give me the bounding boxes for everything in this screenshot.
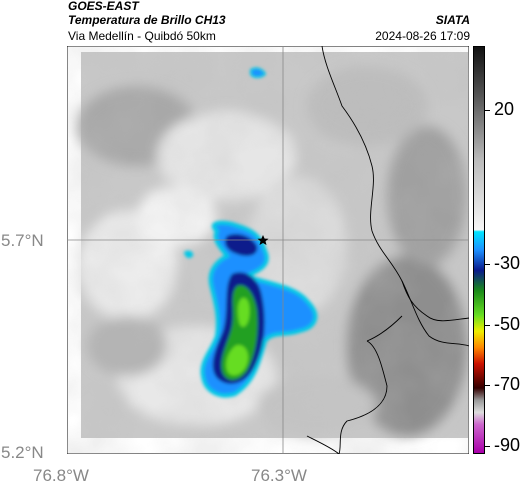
colorbar-label-minus50: -50 <box>494 314 521 334</box>
star-icon[interactable] <box>257 235 269 245</box>
colorbar-tick <box>485 110 490 111</box>
lon-label-76-8: 76.8°W <box>33 466 89 485</box>
lat-label-5-2: 5.2°N <box>1 443 44 462</box>
gridlines <box>67 46 469 454</box>
colorbar-label-minus70: -70 <box>494 374 521 394</box>
colorbar-label-minus90: -90 <box>494 435 521 455</box>
product-title: Temperatura de Brillo CH13 <box>68 13 226 27</box>
colorbar-tick <box>485 264 490 265</box>
brightness-field <box>77 52 468 438</box>
satellite-map[interactable] <box>67 46 469 454</box>
colorbar-tick <box>485 446 490 447</box>
lon-label-76-3: 76.3°W <box>251 466 307 485</box>
org-label: SIATA <box>435 13 470 27</box>
lat-label-5-7: 5.7°N <box>1 231 44 250</box>
satellite-title: GOES-EAST <box>68 0 139 13</box>
colorbar-tick <box>485 385 490 386</box>
colorbar-label-minus30: -30 <box>494 253 521 273</box>
datetime-label: 2024-08-26 17:09 <box>375 29 470 43</box>
colorbar-label-20: 20 <box>494 99 515 119</box>
route-subtitle: Via Medellín - Quibdó 50km <box>68 29 216 43</box>
cold-cloud-cluster <box>184 67 318 398</box>
colorbar-tick <box>485 325 490 326</box>
department-borders <box>306 46 469 454</box>
colorbar <box>473 46 485 454</box>
